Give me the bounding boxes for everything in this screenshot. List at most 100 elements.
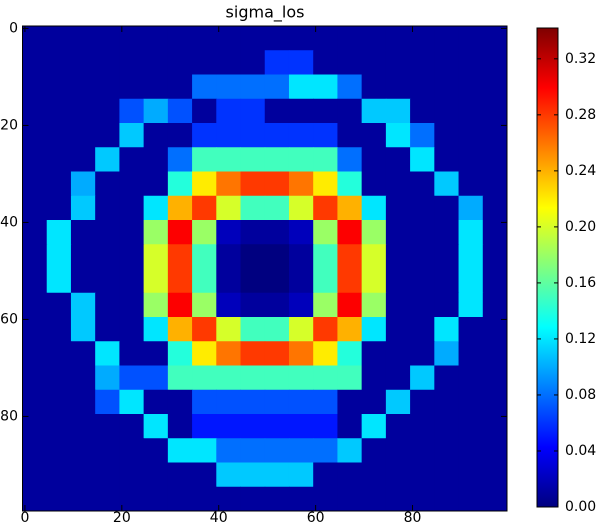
heatmap-cell bbox=[434, 123, 460, 148]
heatmap-cell bbox=[70, 74, 96, 100]
heatmap-cell bbox=[313, 98, 338, 124]
heatmap-cell bbox=[143, 195, 169, 221]
heatmap-cell bbox=[434, 220, 460, 245]
heatmap-cell bbox=[119, 317, 145, 342]
heatmap-cell bbox=[385, 195, 411, 221]
heatmap-cell bbox=[143, 244, 169, 269]
heatmap-cell bbox=[70, 389, 96, 415]
heatmap-cell bbox=[46, 171, 72, 197]
heatmap-cell bbox=[46, 123, 72, 148]
heatmap-cell bbox=[70, 268, 96, 294]
heatmap-cell bbox=[313, 462, 338, 488]
heatmap-cell bbox=[458, 220, 484, 245]
heatmap-cell bbox=[410, 171, 435, 197]
heatmap-cell bbox=[410, 462, 435, 488]
heatmap-cell bbox=[143, 26, 169, 51]
heatmap-cell bbox=[22, 147, 48, 172]
heatmap-cell bbox=[288, 74, 314, 100]
heatmap-cell bbox=[216, 123, 242, 148]
heatmap-cell bbox=[458, 341, 484, 366]
heatmap-cell bbox=[288, 50, 314, 75]
heatmap-cell bbox=[288, 147, 314, 172]
heatmap-cell bbox=[167, 438, 193, 463]
heatmap-cell bbox=[410, 147, 435, 172]
heatmap-cell bbox=[288, 26, 314, 51]
heatmap-cell bbox=[385, 341, 411, 366]
heatmap-cell bbox=[119, 195, 145, 221]
heatmap-cell bbox=[264, 438, 290, 463]
x-tick-label: 20 bbox=[113, 510, 131, 524]
heatmap-cell bbox=[216, 486, 242, 512]
heatmap-cell bbox=[192, 341, 217, 366]
heatmap-cell bbox=[361, 147, 387, 172]
heatmap-cell bbox=[482, 123, 508, 148]
heatmap-cell bbox=[22, 438, 48, 463]
heatmap-cell bbox=[482, 26, 508, 51]
heatmap-cell bbox=[167, 50, 193, 75]
heatmap-cell bbox=[434, 244, 460, 269]
heatmap-cell bbox=[70, 486, 96, 512]
heatmap-cell bbox=[216, 74, 242, 100]
heatmap-cell bbox=[434, 414, 460, 439]
heatmap-cell bbox=[95, 123, 120, 148]
heatmap-cell bbox=[337, 462, 363, 488]
heatmap-cell bbox=[70, 98, 96, 124]
heatmap-cell bbox=[337, 171, 363, 197]
heatmap-cell bbox=[46, 365, 72, 391]
heatmap-cell bbox=[167, 341, 193, 366]
heatmap-cell bbox=[434, 365, 460, 391]
heatmap-cell bbox=[264, 365, 290, 391]
heatmap-cell bbox=[143, 341, 169, 366]
heatmap-cell bbox=[361, 98, 387, 124]
heatmap-cell bbox=[482, 292, 508, 318]
heatmap-cell bbox=[337, 486, 363, 512]
x-tick-label: 0 bbox=[20, 510, 29, 524]
heatmap-cell bbox=[361, 486, 387, 512]
heatmap-cell bbox=[434, 341, 460, 366]
heatmap-cell bbox=[458, 171, 484, 197]
heatmap-cell bbox=[119, 220, 145, 245]
heatmap-cell bbox=[119, 98, 145, 124]
heatmap-cell bbox=[458, 74, 484, 100]
heatmap-cell bbox=[288, 486, 314, 512]
heatmap-cell bbox=[482, 98, 508, 124]
heatmap-cell bbox=[167, 147, 193, 172]
heatmap-cell bbox=[410, 74, 435, 100]
heatmap-cell bbox=[337, 147, 363, 172]
heatmap-cell bbox=[216, 98, 242, 124]
heatmap-cell bbox=[361, 26, 387, 51]
heatmap-cell bbox=[216, 171, 242, 197]
heatmap-cell bbox=[216, 317, 242, 342]
heatmap-cell bbox=[46, 341, 72, 366]
heatmap-cell bbox=[361, 123, 387, 148]
heatmap-cell bbox=[143, 50, 169, 75]
heatmap-cell bbox=[337, 292, 363, 318]
heatmap-cell bbox=[167, 268, 193, 294]
heatmap-cell bbox=[264, 292, 290, 318]
heatmap-cell bbox=[337, 389, 363, 415]
heatmap-cell bbox=[288, 389, 314, 415]
heatmap-cell bbox=[70, 365, 96, 391]
heatmap-cell bbox=[458, 268, 484, 294]
heatmap-cell bbox=[313, 341, 338, 366]
heatmap-cell bbox=[264, 414, 290, 439]
heatmap-cell bbox=[482, 317, 508, 342]
heatmap-cell bbox=[385, 486, 411, 512]
heatmap-cell bbox=[337, 74, 363, 100]
heatmap-cell bbox=[482, 486, 508, 512]
heatmap-cell bbox=[216, 244, 242, 269]
heatmap-cell bbox=[264, 26, 290, 51]
heatmap-cell bbox=[458, 486, 484, 512]
heatmap-cell bbox=[192, 50, 217, 75]
heatmap-cell bbox=[361, 462, 387, 488]
heatmap-cell bbox=[313, 292, 338, 318]
heatmap-cell bbox=[410, 317, 435, 342]
heatmap-cell bbox=[46, 50, 72, 75]
heatmap-cell bbox=[385, 389, 411, 415]
y-tick-label: 80 bbox=[0, 408, 18, 424]
heatmap-cell bbox=[361, 244, 387, 269]
heatmap-cell bbox=[434, 438, 460, 463]
heatmap-cell bbox=[240, 389, 266, 415]
heatmap-cell bbox=[143, 147, 169, 172]
